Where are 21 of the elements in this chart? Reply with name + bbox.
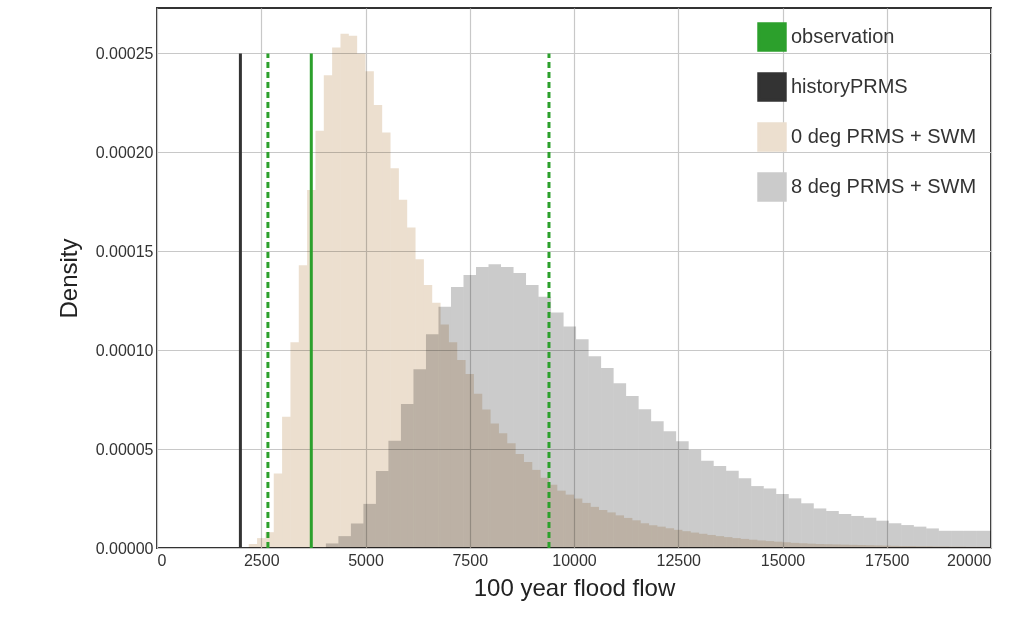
x-tick-label: 10000: [552, 551, 597, 569]
x-tick-label: 17500: [865, 551, 910, 569]
y-tick-label: 0.00000: [95, 539, 154, 557]
x-tick-label: 7500: [452, 551, 489, 569]
x-tick-label: 2500: [243, 551, 280, 569]
y-tick-label: 0.00015: [95, 242, 154, 260]
x-tick-label: 0: [157, 551, 167, 569]
x-tick-label: 15000: [760, 551, 806, 569]
x-tick-label: 20000: [947, 551, 992, 569]
y-tick-label: 0.00005: [95, 440, 154, 458]
y-tick-label: 0.00020: [95, 143, 154, 161]
legend-label: historyPRMS: [791, 75, 908, 97]
x-tick-label: 12500: [656, 551, 702, 569]
y-tick-label: 0.00010: [95, 341, 154, 359]
legend-label: 0 deg PRMS + SWM: [791, 125, 977, 147]
legend-label: 8 deg PRMS + SWM: [791, 175, 977, 197]
x-axis-title: 100 year flood flow: [473, 573, 676, 601]
legend-label: observation: [791, 25, 895, 47]
x-tick-label: 5000: [348, 551, 384, 569]
y-tick-label: 0.00025: [95, 44, 154, 62]
y-axis-title: Density: [54, 238, 82, 319]
